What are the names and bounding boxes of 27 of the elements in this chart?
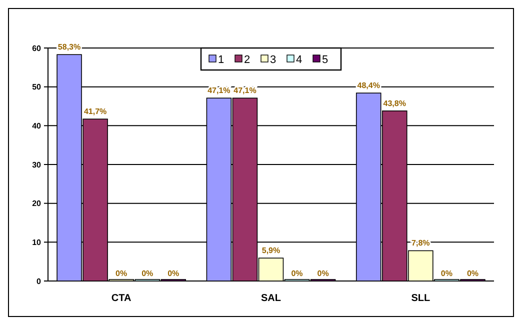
data-label: 0% [168,269,180,278]
y-tick-label: 40 [32,121,42,130]
y-tick-label: 0 [36,276,42,286]
legend-label: 5 [322,54,328,66]
x-tick-label: SLL [411,293,430,304]
legend-label: 2 [244,54,250,66]
data-label: 43,8% [383,98,406,108]
legend-label: 1 [218,54,224,66]
data-label: 0% [116,269,128,278]
data-label: 0% [291,269,303,278]
x-tick-label: CTA [111,293,132,304]
y-tick-label: 10 [32,238,42,247]
data-label: 0% [440,269,452,278]
data-label: 5,9% [262,246,280,256]
legend-label: 4 [296,54,302,66]
y-tick-label: 20 [32,199,42,208]
legend-label: 3 [270,54,276,66]
data-label: 41,7% [84,107,107,116]
x-tick-label: SAL [261,293,281,304]
y-tick-label: 30 [32,160,42,170]
data-label: 0% [466,269,479,278]
y-tick-label: 60 [32,44,42,53]
data-label: 47,1% [208,86,230,96]
y-tick-label: 50 [32,82,42,92]
data-label: 0% [317,269,329,278]
data-label: 47,1% [234,86,256,96]
data-label: 0% [142,269,154,278]
